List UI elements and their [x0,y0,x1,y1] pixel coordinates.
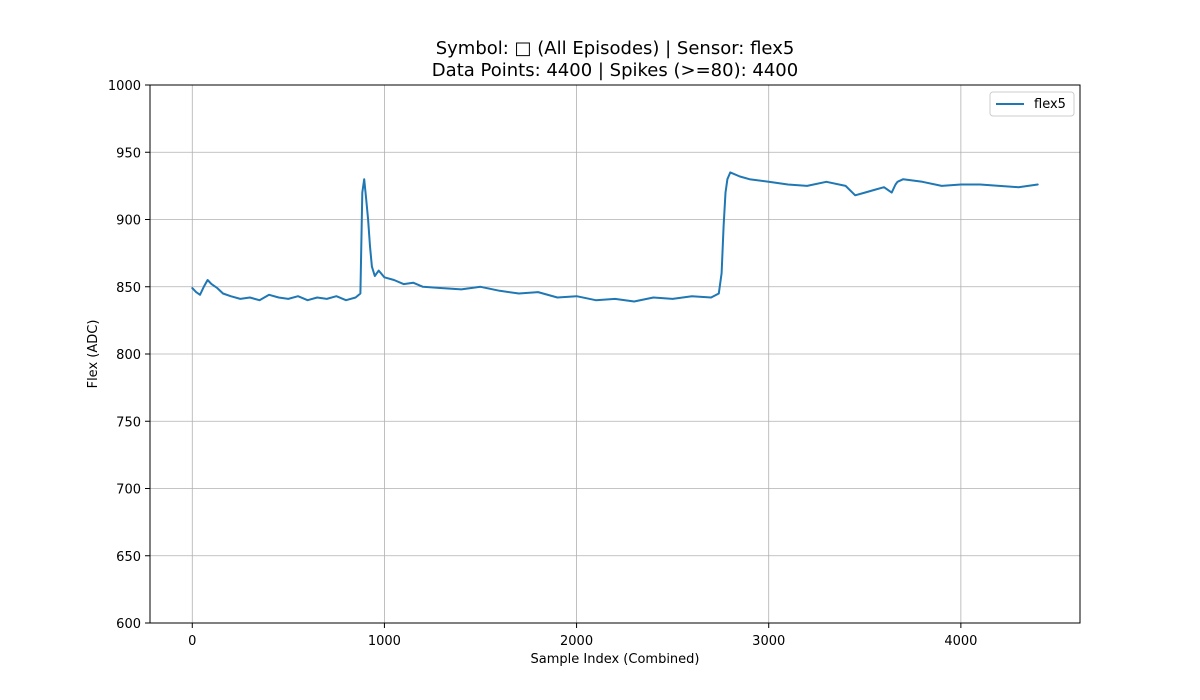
series-group [191,171,1039,303]
y-tick-label: 750 [116,415,141,430]
y-tick-label: 800 [116,348,141,363]
y-tick-label: 850 [116,281,141,296]
y-tick-label: 650 [116,550,141,565]
chart-subtitle: Data Points: 4400 | Spikes (>=80): 4400 [432,60,798,81]
chart-title: Symbol: □ (All Episodes) | Sensor: flex5 [436,38,795,59]
y-tick-label: 1000 [108,79,141,94]
y-tick-label: 900 [116,214,141,229]
y-axis: 600 650 700 750 800 850 900 950 1000 [108,79,150,632]
legend: flex5 [989,91,1075,117]
x-tick-label: 0 [188,634,196,649]
legend-label-flex5: flex5 [1034,97,1066,112]
x-tick-label: 2000 [560,634,593,649]
y-tick-label: 700 [116,483,141,498]
y-axis-label: Flex (ADC) [86,320,101,389]
series-line-flex5 [191,171,1039,303]
y-tick-label: 950 [116,146,141,161]
x-axis-label: Sample Index (Combined) [531,652,700,667]
x-tick-label: 4000 [944,634,977,649]
x-tick-label: 1000 [368,634,401,649]
legend-box [989,91,1075,117]
x-axis: 0 1000 2000 3000 4000 [188,623,977,649]
y-tick-label: 600 [116,617,141,632]
x-tick-label: 3000 [752,634,785,649]
